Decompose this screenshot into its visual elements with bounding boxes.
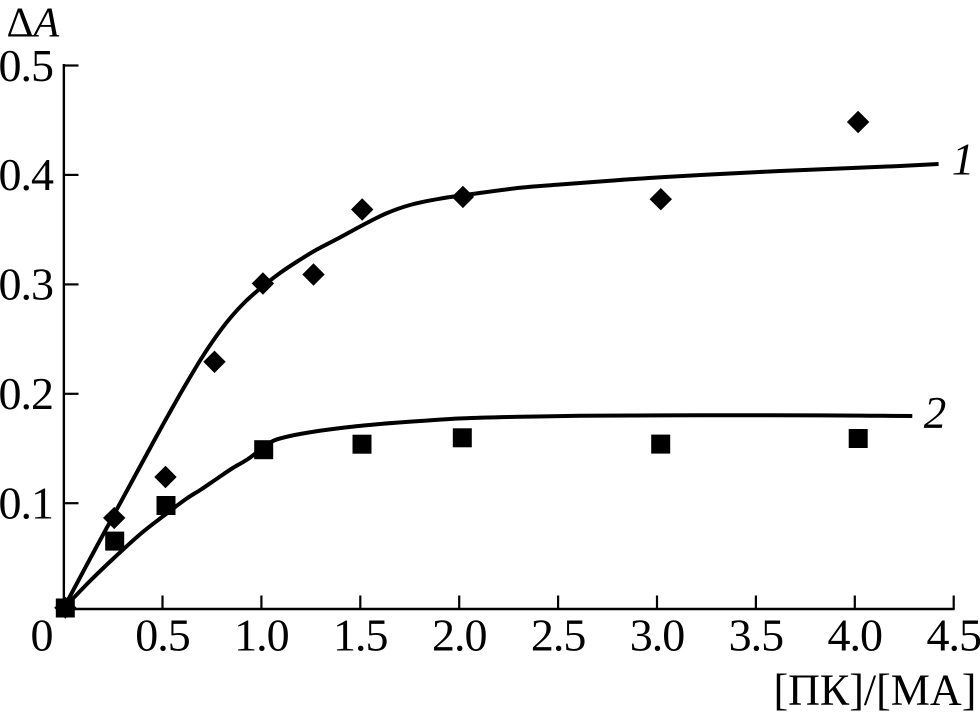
svg-text:[ПК]/[МА]: [ПК]/[МА] (774, 666, 977, 715)
svg-text:0.2: 0.2 (0, 368, 53, 419)
svg-text:0.5: 0.5 (0, 40, 53, 91)
svg-text:1.5: 1.5 (333, 610, 388, 661)
svg-text:2: 2 (924, 388, 947, 438)
svg-text:4.5: 4.5 (926, 610, 980, 661)
svg-text:ΔA: ΔA (7, 1, 60, 47)
svg-text:1: 1 (952, 135, 975, 185)
svg-text:3.5: 3.5 (729, 610, 784, 661)
svg-text:4.0: 4.0 (828, 610, 883, 661)
svg-text:0.4: 0.4 (0, 149, 54, 200)
svg-text:3.0: 3.0 (630, 610, 685, 661)
svg-text:0.3: 0.3 (0, 259, 53, 310)
svg-text:0.5: 0.5 (135, 610, 190, 661)
svg-text:0.1: 0.1 (0, 478, 53, 529)
svg-text:2.5: 2.5 (531, 610, 586, 661)
svg-text:2.0: 2.0 (432, 610, 487, 661)
svg-text:0: 0 (31, 610, 54, 661)
svg-text:1.0: 1.0 (234, 610, 289, 661)
